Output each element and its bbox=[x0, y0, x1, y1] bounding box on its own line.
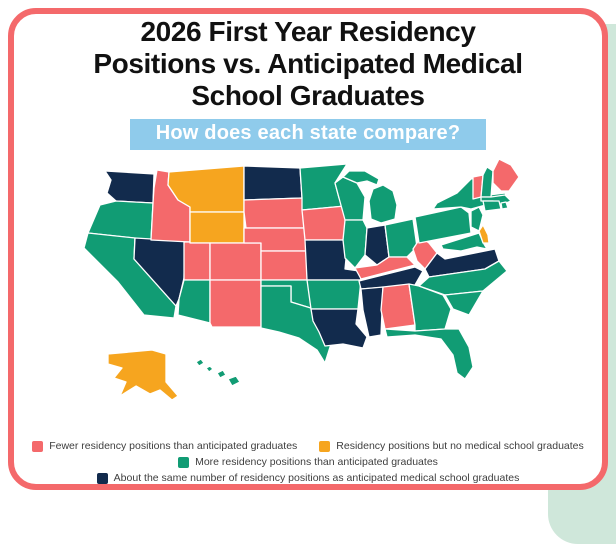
state-NH bbox=[480, 166, 494, 198]
legend-item-fewer: Fewer residency positions than anticipat… bbox=[32, 440, 297, 452]
legend-swatch-same bbox=[96, 472, 108, 484]
legend-swatch-fewer bbox=[32, 440, 44, 452]
legend-item-more: More residency positions than anticipate… bbox=[178, 456, 438, 468]
map-legend: Fewer residency positions than anticipat… bbox=[0, 440, 616, 484]
infographic-content: 2026 First Year Residency Positions vs. … bbox=[0, 16, 616, 484]
state-LA bbox=[310, 308, 368, 349]
state-SD bbox=[243, 197, 306, 229]
state-NC bbox=[418, 260, 508, 296]
legend-label-more: More residency positions than anticipate… bbox=[195, 456, 438, 468]
state-AK bbox=[107, 349, 179, 401]
legend-label-fewer: Fewer residency positions than anticipat… bbox=[49, 440, 298, 452]
state-DE bbox=[478, 224, 490, 244]
state-AL bbox=[380, 283, 416, 330]
state-HI bbox=[195, 358, 241, 387]
subtitle-banner-wrap: How does each state compare? bbox=[0, 119, 616, 150]
state-MI bbox=[342, 170, 398, 224]
state-CT bbox=[482, 200, 502, 212]
state-RI bbox=[500, 201, 509, 210]
state-PA bbox=[414, 206, 472, 244]
legend-label-same: About the same number of residency posit… bbox=[113, 472, 520, 484]
state-MS bbox=[360, 286, 384, 338]
state-WA bbox=[104, 170, 155, 204]
state-CO bbox=[209, 242, 262, 281]
state-UT bbox=[183, 241, 211, 281]
state-IL bbox=[342, 219, 368, 269]
state-TN bbox=[358, 266, 424, 290]
legend-item-no-med-school: Residency positions but no medical schoo… bbox=[319, 440, 584, 452]
legend-swatch-no-med-school bbox=[319, 440, 331, 452]
state-OH bbox=[384, 218, 418, 258]
state-SC bbox=[444, 290, 484, 316]
page-title-line-1: 2026 First Year Residency bbox=[140, 16, 476, 47]
state-WY bbox=[189, 211, 245, 244]
legend-swatch-more bbox=[178, 456, 190, 468]
state-KY bbox=[354, 256, 416, 280]
page-title-line-2: Positions vs. Anticipated Medical bbox=[93, 47, 523, 79]
legend-row-2: More residency positions than anticipate… bbox=[178, 456, 438, 468]
legend-label-no-med-school: Residency positions but no medical schoo… bbox=[336, 440, 584, 452]
state-NJ bbox=[470, 206, 484, 232]
state-FL bbox=[384, 328, 474, 380]
legend-row-1: Fewer residency positions than anticipat… bbox=[32, 440, 584, 452]
subtitle-banner: How does each state compare? bbox=[129, 119, 487, 150]
legend-item-same: About the same number of residency posit… bbox=[96, 472, 520, 484]
us-map-svg bbox=[83, 158, 520, 401]
state-ND bbox=[243, 165, 303, 201]
state-AR bbox=[306, 279, 362, 310]
page-title: 2026 First Year Residency Positions vs. … bbox=[38, 16, 578, 112]
legend-row-3: About the same number of residency posit… bbox=[96, 472, 520, 484]
state-ME bbox=[492, 158, 520, 192]
state-NM bbox=[209, 279, 262, 328]
page-title-line-3: School Graduates bbox=[191, 79, 425, 111]
state-AZ bbox=[177, 279, 211, 324]
us-choropleth-map bbox=[80, 158, 540, 428]
